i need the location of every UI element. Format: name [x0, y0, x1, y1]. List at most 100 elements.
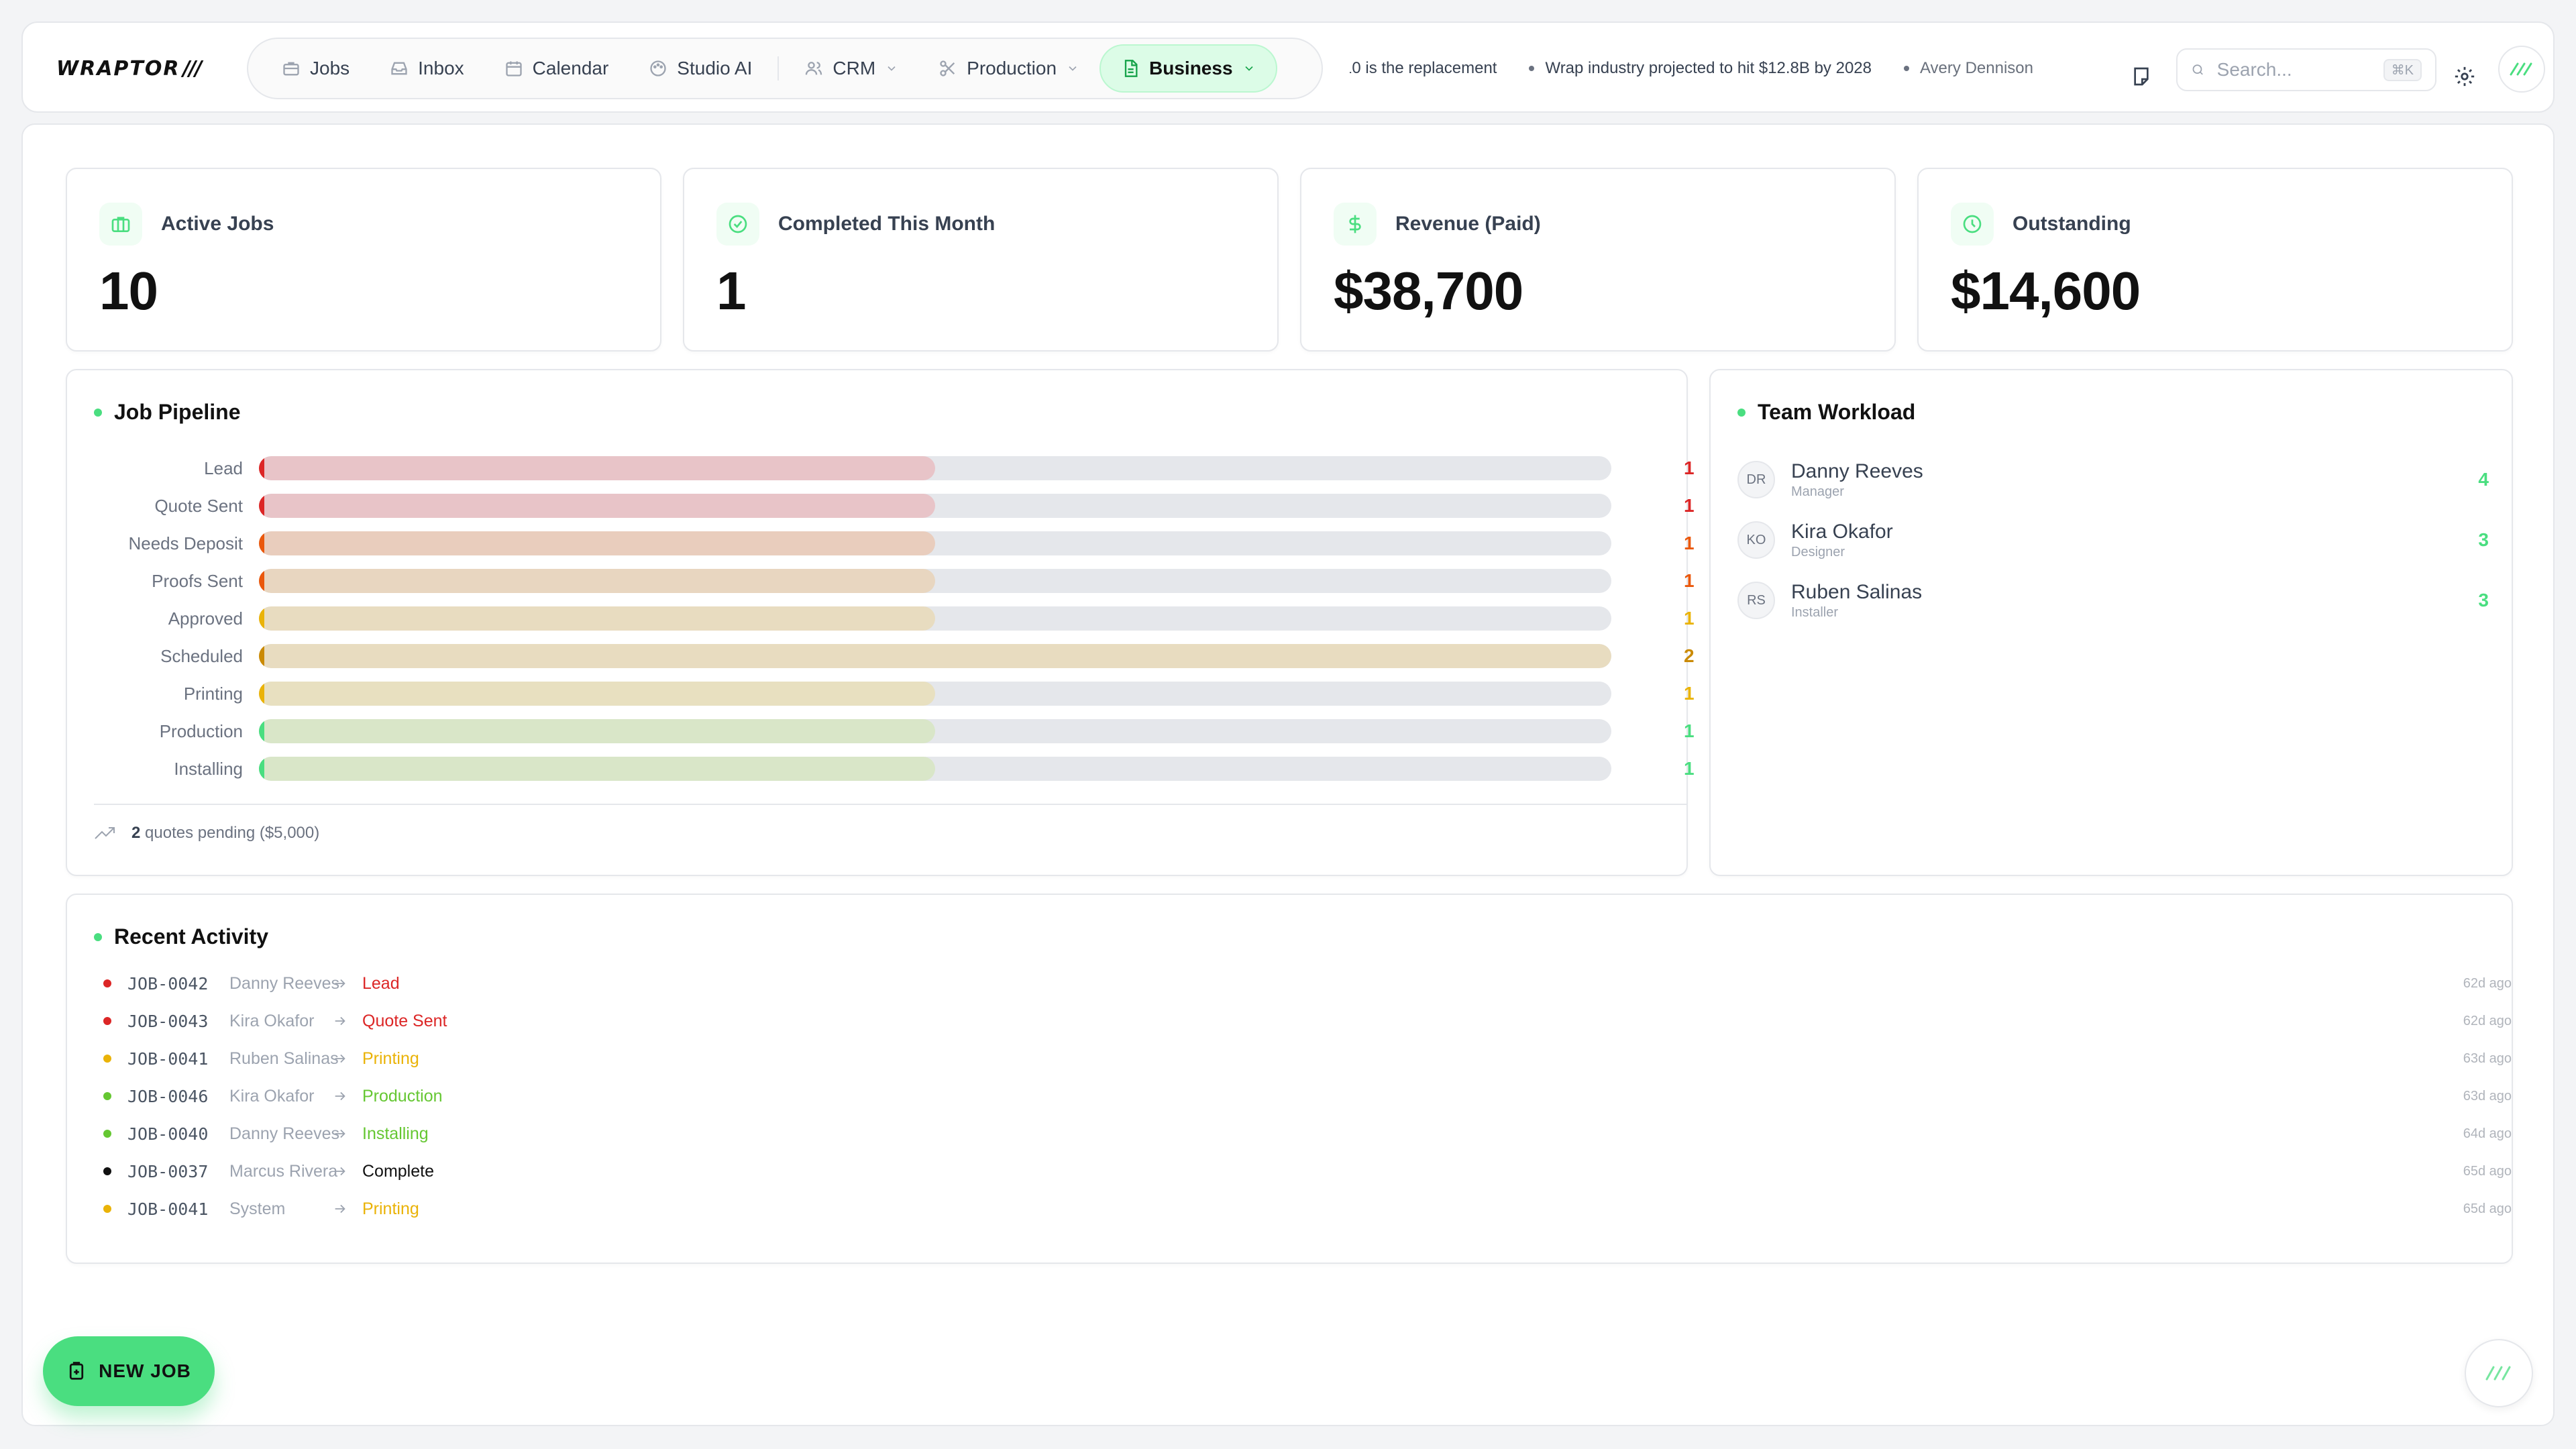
- member-job-count: 3: [2478, 529, 2489, 550]
- activity-row[interactable]: JOB-0040 Danny Reeves Installing 64d ago: [103, 1120, 2512, 1147]
- team-member[interactable]: KO Kira Okafor Designer 3: [1737, 517, 2489, 564]
- pipeline-bar-edge: [259, 569, 264, 593]
- new-job-label: NEW JOB: [99, 1360, 191, 1381]
- activity-time: 65d ago: [2463, 1201, 2512, 1216]
- pipeline-stage-count: 1: [1684, 533, 1695, 553]
- nav-item-inbox[interactable]: Inbox: [370, 44, 484, 93]
- activity-stage: Lead: [362, 973, 400, 993]
- pipeline-row[interactable]: Installing 1: [67, 754, 1695, 784]
- pipeline-bar-edge: [259, 682, 264, 706]
- settings-button[interactable]: [2451, 63, 2478, 90]
- pending-text: quotes pending ($5,000): [145, 824, 320, 842]
- search-shortcut: ⌘K: [2383, 58, 2422, 81]
- job-id[interactable]: JOB-0043: [127, 1011, 209, 1031]
- stat-value: 10: [99, 261, 158, 321]
- ticker-item[interactable]: Wrap industry projected to hit $12.8B by…: [1529, 59, 1872, 78]
- activity-row[interactable]: JOB-0042 Danny Reeves Lead 62d ago: [103, 970, 2512, 997]
- avatar: KO: [1737, 521, 1775, 559]
- user-avatar[interactable]: [2498, 46, 2545, 93]
- pipeline-bar: [259, 682, 935, 706]
- nav-item-crm[interactable]: CRM: [784, 44, 918, 93]
- pipeline-bar: [259, 494, 935, 518]
- briefcase-icon: [99, 203, 142, 246]
- pipeline-row[interactable]: Printing 1: [67, 679, 1695, 708]
- notes-button[interactable]: [2128, 63, 2155, 90]
- pipeline-row[interactable]: Production 1: [67, 716, 1695, 746]
- member-info: Kira Okafor Designer: [1791, 521, 1893, 560]
- activity-user: System: [229, 1199, 286, 1218]
- brand-mark-icon: [2485, 1366, 2511, 1381]
- pipeline-row[interactable]: Lead 1: [67, 453, 1695, 483]
- stat-value: $38,700: [1334, 261, 1523, 321]
- arrow-right-icon: [333, 1051, 360, 1067]
- member-info: Ruben Salinas Installer: [1791, 581, 1922, 621]
- pipeline-row[interactable]: Approved 1: [67, 604, 1695, 633]
- nav-item-jobs[interactable]: Jobs: [262, 44, 370, 93]
- job-id[interactable]: JOB-0041: [127, 1049, 209, 1069]
- pipeline-bar: [259, 606, 935, 631]
- job-id[interactable]: JOB-0037: [127, 1161, 209, 1181]
- ticker-item[interactable]: 10 is the replacement: [1350, 59, 1497, 78]
- job-id[interactable]: JOB-0040: [127, 1124, 209, 1144]
- team-member[interactable]: DR Danny Reeves Manager 4: [1737, 456, 2489, 503]
- arrow-right-icon: [333, 1088, 360, 1104]
- logo[interactable]: WRAPTOR ///: [56, 52, 202, 85]
- activity-time: 65d ago: [2463, 1163, 2512, 1179]
- pipeline-row[interactable]: Needs Deposit 1: [67, 529, 1695, 558]
- pending-count: 2: [131, 824, 141, 842]
- pipeline-row[interactable]: Scheduled 2: [67, 641, 1695, 671]
- nav-item-production[interactable]: Production: [918, 44, 1099, 93]
- activity-time: 63d ago: [2463, 1088, 2512, 1104]
- nav-item-calendar[interactable]: Calendar: [484, 44, 629, 93]
- search-input[interactable]: [2216, 59, 2371, 80]
- activity-time: 62d ago: [2463, 1013, 2512, 1028]
- job-id[interactable]: JOB-0042: [127, 973, 209, 994]
- pipeline-bar-track: [259, 757, 1611, 781]
- new-job-button[interactable]: NEW JOB: [43, 1336, 215, 1406]
- activity-row[interactable]: JOB-0037 Marcus Rivera Complete 65d ago: [103, 1158, 2512, 1185]
- section-title: Job Pipeline: [94, 400, 240, 425]
- pipeline-row[interactable]: Quote Sent 1: [67, 491, 1695, 521]
- pipeline-stage-count: 1: [1684, 458, 1695, 478]
- activity-row[interactable]: JOB-0046 Kira Okafor Production 63d ago: [103, 1083, 2512, 1110]
- member-name: Ruben Salinas: [1791, 580, 1923, 603]
- member-name: Kira Okafor: [1791, 520, 1893, 543]
- activity-row[interactable]: JOB-0043 Kira Okafor Quote Sent 62d ago: [103, 1008, 2512, 1034]
- logo-text: WRAPTOR: [56, 56, 180, 80]
- nav-item-business[interactable]: Business: [1099, 44, 1277, 93]
- recent-activity-card: Recent Activity JOB-0042 Danny Reeves Lead…: [66, 894, 2513, 1264]
- pipeline-stage-label: Lead: [204, 458, 243, 478]
- top-bar: WRAPTOR /// Jobs Inbox Calendar Studio A…: [21, 21, 2555, 113]
- ticker-bullet: [1529, 66, 1535, 71]
- activity-row[interactable]: JOB-0041 Ruben Salinas Printing 63d ago: [103, 1045, 2512, 1072]
- pipeline-row[interactable]: Proofs Sent 1: [67, 566, 1695, 596]
- search-box[interactable]: ⌘K: [2176, 48, 2436, 91]
- nav-label: Inbox: [418, 58, 464, 78]
- pending-quotes: 2 quotes pending ($5,000): [131, 824, 319, 843]
- ticker-item[interactable]: Avery Dennison: [1903, 59, 2033, 78]
- assistant-button[interactable]: [2465, 1339, 2533, 1407]
- activity-stage: Printing: [362, 1049, 419, 1068]
- member-role: Installer: [1791, 604, 1839, 620]
- dollar-icon: [1334, 203, 1377, 246]
- pipeline-stage-label: Scheduled: [160, 646, 243, 666]
- activity-stage: Complete: [362, 1161, 434, 1181]
- job-id[interactable]: JOB-0046: [127, 1086, 209, 1106]
- pipeline-bar-track: [259, 606, 1611, 631]
- pipeline-bar-track: [259, 682, 1611, 706]
- team-member[interactable]: RS Ruben Salinas Installer 3: [1737, 577, 2489, 624]
- pipeline-footer: 2 quotes pending ($5,000): [94, 824, 319, 843]
- logo-mark: ///: [182, 56, 202, 80]
- activity-user: Danny Reeves: [229, 1124, 339, 1143]
- activity-stage: Printing: [362, 1199, 419, 1218]
- job-id[interactable]: JOB-0041: [127, 1199, 209, 1219]
- arrow-right-icon: [333, 1163, 360, 1179]
- status-dot: [103, 979, 111, 987]
- pipeline-bar-track: [259, 719, 1611, 743]
- activity-user: Kira Okafor: [229, 1086, 315, 1106]
- search-icon: [2192, 64, 2203, 75]
- activity-row[interactable]: JOB-0041 System Printing 65d ago: [103, 1195, 2512, 1222]
- nav-item-studio-ai[interactable]: Studio AI: [629, 44, 772, 93]
- pipeline-stage-label: Production: [159, 721, 243, 741]
- news-ticker: 10 is the replacement Wrap industry proj…: [1350, 50, 2101, 87]
